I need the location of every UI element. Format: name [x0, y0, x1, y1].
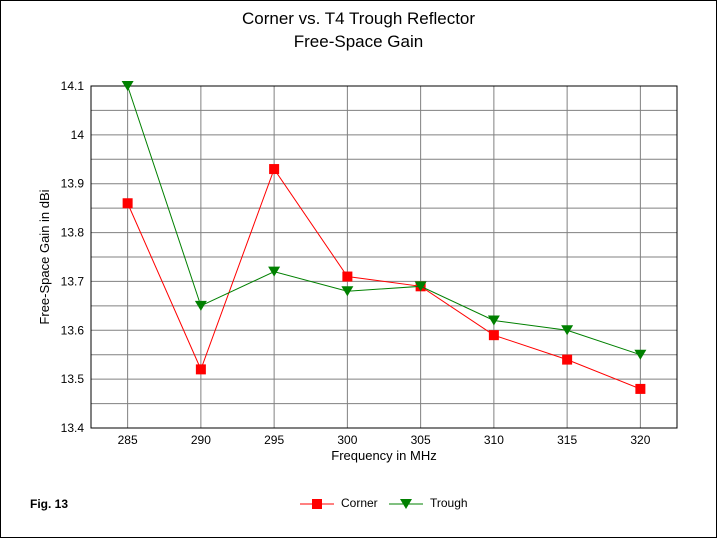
y-tick-label: 13.4 [61, 421, 85, 435]
figure-label: Fig. 13 [30, 497, 69, 511]
series-line-corner [127, 167, 641, 390]
legend-marker-trough [400, 499, 412, 509]
x-tick-label: 315 [557, 433, 577, 447]
legend-label-corner: Corner [341, 496, 378, 510]
data-point-trough [634, 349, 647, 360]
series-layer [121, 81, 647, 394]
data-point-trough [341, 286, 354, 297]
x-tick-label: 295 [264, 433, 284, 447]
data-point-corner [635, 383, 646, 394]
grid-layer [91, 85, 677, 429]
y-tick-label: 13.5 [61, 372, 85, 386]
data-point-corner [122, 198, 133, 209]
y-tick-label: 13.6 [61, 323, 85, 337]
legend-marker-corner [312, 499, 322, 509]
tick-labels: 14.1 14 13.9 13.8 13.7 13.6 13.5 13.4 285 290 295 3… [61, 79, 651, 447]
y-tick-label: 13.9 [61, 177, 85, 191]
y-tick-label: 14 [71, 128, 85, 142]
data-point-corner [342, 271, 353, 282]
data-point-trough [561, 325, 574, 336]
data-point-corner [562, 354, 573, 365]
data-point-corner [195, 364, 206, 375]
chart-subtitle: Free-Space Gain [293, 32, 424, 51]
series-line-trough [127, 85, 641, 356]
data-point-trough [414, 281, 427, 292]
x-axis-label: Frequency in MHz [331, 448, 436, 463]
y-axis-label: Free-Space Gain in dBi [37, 189, 52, 324]
legend [300, 499, 423, 509]
plot-area [90, 85, 678, 429]
chart-title: Corner vs. T4 Trough Reflector [241, 9, 476, 28]
x-tick-label: 290 [191, 433, 211, 447]
data-point-trough [194, 300, 207, 311]
data-point-corner [269, 164, 280, 175]
y-tick-label: 13.7 [61, 274, 85, 288]
x-tick-label: 300 [337, 433, 357, 447]
y-tick-label: 14.1 [61, 79, 85, 93]
x-tick-label: 310 [484, 433, 504, 447]
data-point-trough [121, 81, 134, 91]
data-point-trough [487, 315, 500, 326]
data-point-trough [268, 266, 281, 277]
x-tick-label: 305 [411, 433, 431, 447]
y-tick-label: 13.8 [61, 226, 85, 240]
data-point-corner [488, 330, 499, 341]
x-tick-label: 285 [118, 433, 138, 447]
x-tick-label: 320 [630, 433, 650, 447]
legend-label-trough: Trough [430, 496, 468, 510]
